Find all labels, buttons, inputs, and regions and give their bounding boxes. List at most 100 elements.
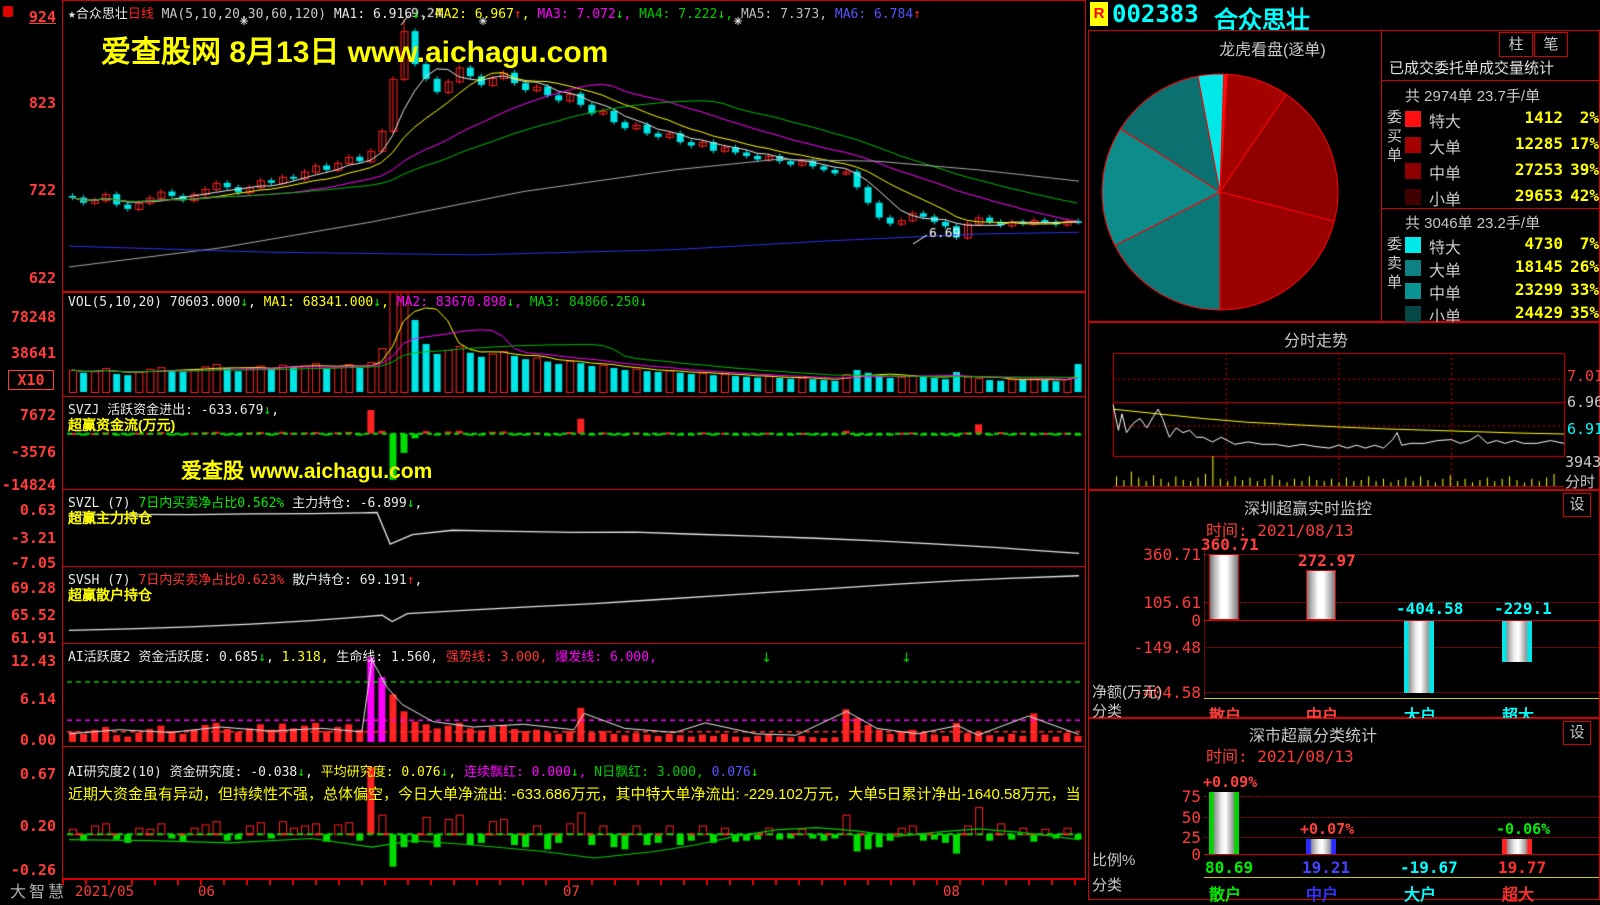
sell-slice-大单 xyxy=(1119,75,1221,194)
monitor-bar-value: 272.97 xyxy=(1298,551,1356,570)
classify-category-label: 散户 xyxy=(1209,887,1242,904)
svsh-axis-label: 65.52 xyxy=(10,606,56,624)
order-size-label: 大单 xyxy=(1429,263,1462,280)
volume-chart-canvas[interactable] xyxy=(63,293,1085,396)
separator: , xyxy=(248,295,264,310)
kline-title-row: ★合众思壮日线 MA(5,10,20,30,60,120) MA1: 6.916… xyxy=(68,3,921,22)
separator: , xyxy=(623,7,640,22)
stock-name[interactable]: 合众思壮 xyxy=(1214,7,1310,34)
order-pct-value: 7% xyxy=(1579,234,1599,253)
order-stat-row: 特大 1412 2% xyxy=(1385,108,1599,131)
ma-definition-label: MA(5,10,20,30,60,120) xyxy=(161,7,327,22)
order-size-label: 特大 xyxy=(1429,240,1462,257)
svzl-chart-canvas[interactable] xyxy=(63,490,1085,566)
indicator-value-label: 平均研究度: 0.076 xyxy=(320,765,441,780)
classify-class-label: 分类 xyxy=(1092,877,1123,894)
monitor-time-label: 时间: 2021/08/13 xyxy=(1206,521,1354,540)
separator: , xyxy=(381,295,397,310)
down-arrow-icon: ↓ xyxy=(506,295,515,310)
classify-pct-label: -0.06% xyxy=(1496,820,1551,838)
fenshi-chart-canvas[interactable] xyxy=(1089,323,1599,489)
order-size-label: 小单 xyxy=(1429,192,1462,209)
separator: , xyxy=(514,295,530,310)
grid-line xyxy=(1204,796,1599,797)
tab-tick-mode[interactable]: 笔 xyxy=(1534,32,1568,57)
volume-title-row: VOL(5,10,20) 70603.000↓, MA1: 68341.000↓… xyxy=(68,295,647,310)
timeline-label: 08 xyxy=(943,884,960,900)
indicator-name-label: SVZJ xyxy=(68,403,100,418)
order-count-value: 27253 xyxy=(1514,160,1563,179)
buy-sell-divider xyxy=(1382,208,1600,209)
buy-slice-小单 xyxy=(1219,191,1335,311)
svzj-title-row: SVZJ 活跃资金进出: -633.679↓, xyxy=(68,403,280,418)
indicator-value-label: MA4: 7.222 xyxy=(639,7,718,22)
classify-value-label: 19.21 xyxy=(1302,858,1351,877)
fenshi-vol-label: 3943 xyxy=(1565,453,1600,471)
sell-summary: 共 3046单 23.2手/单 xyxy=(1405,215,1541,232)
svzl-axis-label: -3.21 xyxy=(10,529,56,547)
stock-name-label: ★合众思壮 xyxy=(68,7,128,22)
order-pct-value: 35% xyxy=(1570,303,1599,322)
up-arrow-icon: ↑ xyxy=(913,7,921,22)
kline-chart-canvas[interactable] xyxy=(63,1,1085,291)
order-pct-value: 42% xyxy=(1570,186,1599,205)
timeline-label: 06 xyxy=(198,884,215,900)
classify-bar-散户 xyxy=(1209,792,1239,854)
buy-summary: 共 2974单 23.7手/单 xyxy=(1405,88,1541,105)
tab-bar-mode[interactable]: 柱 xyxy=(1499,32,1533,57)
monitor-bar-中户 xyxy=(1306,570,1336,620)
order-stat-row: 特大 4730 7% xyxy=(1385,234,1599,257)
site-watermark: 爱查股网 8月13日 www.aichagu.com xyxy=(101,36,609,69)
y-axis-line xyxy=(1204,546,1205,698)
order-stat-row: 大单 18145 26% xyxy=(1385,257,1599,280)
svzl-panel: SVZL (7) 7日内买卖净占比0.562% 主力持仓: -6.899↓, 超… xyxy=(62,489,1086,567)
svzl-subtitle: 超赢主力持仓 xyxy=(68,510,152,526)
indicator-value-label: MA2: 83670.898 xyxy=(396,295,507,310)
monitor-settings-button[interactable]: 设 xyxy=(1563,493,1591,517)
ai-activity-chart-canvas[interactable] xyxy=(63,644,1085,746)
longhu-title: 龙虎看盘(逐单) xyxy=(1219,42,1326,59)
indicator-value-label: MA3: 7.072 xyxy=(537,7,616,22)
classify-value-label: 19.77 xyxy=(1498,858,1547,877)
swatch-icon xyxy=(1405,137,1421,153)
svzl-axis-label: -7.05 xyxy=(10,554,56,572)
y-axis-label: 0 xyxy=(1191,845,1201,864)
vol-axis-label: 78248 xyxy=(10,308,56,326)
svzj-chart-canvas[interactable] xyxy=(63,397,1085,489)
indicator-value-label: 资金活跃度: 0.685 xyxy=(138,650,259,665)
ai-research-chart-canvas[interactable] xyxy=(63,747,1085,878)
swatch-icon xyxy=(1405,283,1421,299)
indicator-value-label: VOL(5,10,20) 70603.000 xyxy=(68,295,241,310)
sell-slice-小单 xyxy=(1114,191,1221,311)
separator: , xyxy=(265,650,282,665)
fenshi-mode-label[interactable]: 分时 xyxy=(1565,474,1596,491)
ai-research-title-row: AI研究度2(10) 资金研究度: -0.038↓, 平均研究度: 0.076↓… xyxy=(68,761,759,780)
svsh-axis-label: 61.91 xyxy=(10,629,56,647)
indicator-value-label: 爆发线: 6.000, xyxy=(555,650,657,665)
separator: , xyxy=(320,650,337,665)
order-stat-row: 大单 12285 17% xyxy=(1385,134,1599,157)
y-axis-label: -149.48 xyxy=(1133,638,1201,657)
period-label[interactable]: 日线 xyxy=(127,7,154,22)
timeline-axis: 2021/05 06 07 08 xyxy=(62,878,1086,902)
ai-activity-title-row: AI活跃度2 资金活跃度: 0.685↓, 1.318, 生命线: 1.560,… xyxy=(68,646,657,665)
indicator-value-label: 强势线: 3.000 xyxy=(445,650,540,665)
down-arrow-icon: ↓ xyxy=(240,295,249,310)
indicator-value-label: MA2: 6.967 xyxy=(435,7,514,22)
svsh-title-row: SVSH (7) 7日内买卖净占比0.623% 散户持仓: 69.191↑, xyxy=(68,573,423,588)
stock-code[interactable]: 002383 xyxy=(1112,0,1199,28)
grid-line xyxy=(1204,817,1599,818)
y-axis-label: 105.61 xyxy=(1143,593,1201,612)
separator: , xyxy=(725,7,741,22)
timeline-label: 2021/05 xyxy=(75,884,135,900)
separator: , xyxy=(419,7,436,22)
ai1-axis-label: 6.14 xyxy=(19,690,56,708)
svzl-title-row: SVZL (7) 7日内买卖净占比0.562% 主力持仓: -6.899↓, xyxy=(68,496,423,511)
vol-axis-label: 38641 xyxy=(10,344,56,362)
grid-line xyxy=(1204,647,1599,648)
down-arrow-icon: ↓ xyxy=(615,7,624,22)
down-arrow-icon: ↓ xyxy=(570,765,579,780)
classify-settings-button[interactable]: 设 xyxy=(1563,721,1591,745)
classify-panel: 深市超赢分类统计 设 时间: 2021/08/13 75 50 25 0 +0.09% 8… xyxy=(1088,718,1600,904)
svsh-chart-canvas[interactable] xyxy=(63,567,1085,643)
